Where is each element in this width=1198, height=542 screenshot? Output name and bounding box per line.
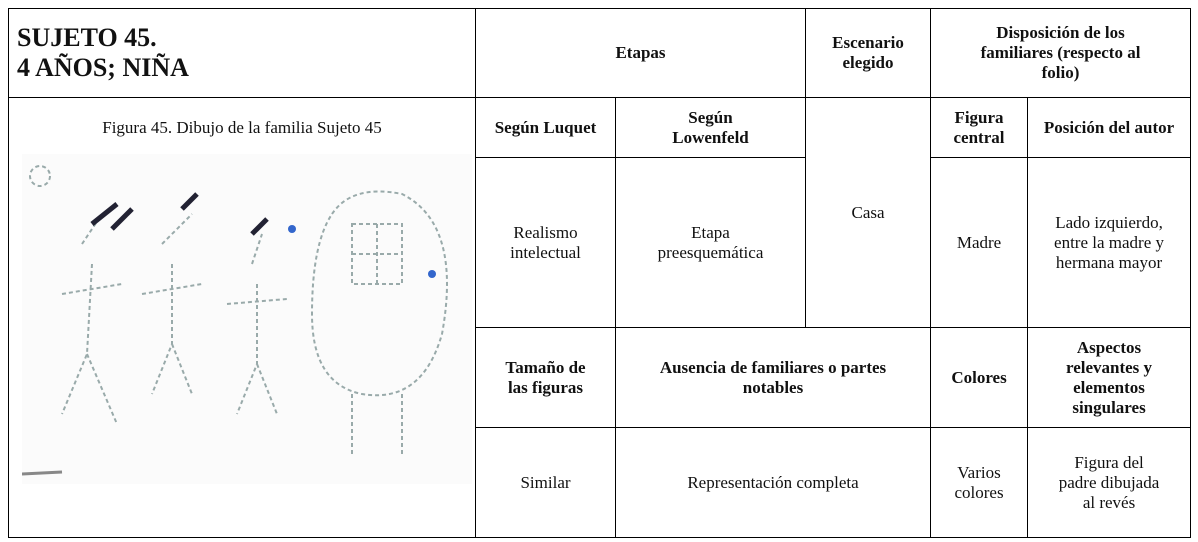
figure-cell: Figura 45. Dibujo de la familia Sujeto 4… [8, 97, 476, 538]
tamano-value: Similar [475, 427, 616, 538]
drawing-line [21, 470, 63, 476]
drawing-paper [22, 154, 472, 484]
drawing-dark-strokes [90, 192, 436, 278]
colores-value: Varios colores [930, 427, 1029, 538]
title-line: 4 AÑOS; NIÑA [17, 53, 189, 82]
lowenfeld-value: Etapa preesquemática [614, 157, 807, 328]
lowenfeld-header: Según Lowenfeld [614, 97, 807, 158]
ausencia-value: Representación completa [614, 427, 932, 538]
luquet-value: Realismo intelectual [475, 157, 616, 328]
etapas-header: Etapas [474, 8, 807, 98]
colores-header: Colores [930, 327, 1029, 428]
subject-table: SUJETO 45. 4 AÑOS; NIÑA Etapas Escenario… [8, 8, 1192, 538]
figura-central-header: Figura central [930, 97, 1029, 158]
tamano-header: Tamaño de las figuras [475, 327, 616, 428]
escenario-value: Casa [805, 97, 932, 328]
figure-caption: Figura 45. Dibujo de la familia Sujeto 4… [102, 118, 382, 137]
drawing-strokes [29, 165, 448, 454]
aspectos-header: Aspectos relevantes y elementos singular… [1027, 327, 1192, 428]
figura-central-value: Madre [930, 157, 1029, 328]
ausencia-header: Ausencia de familiares o partes notables [614, 327, 932, 428]
escenario-header: Escenario elegido [805, 8, 932, 98]
disposicion-header: Disposición de los familiares (respecto … [930, 8, 1192, 98]
title-cell: SUJETO 45. 4 AÑOS; NIÑA [8, 8, 476, 98]
posicion-autor-header: Posición del autor [1027, 97, 1192, 158]
family-drawing [21, 154, 472, 484]
luquet-header: Según Luquet [475, 97, 616, 158]
aspectos-value: Figura del padre dibujada al revés [1027, 427, 1192, 538]
posicion-autor-value: Lado izquierdo, entre la madre y hermana… [1027, 157, 1192, 328]
title-line: SUJETO 45. [17, 23, 157, 52]
